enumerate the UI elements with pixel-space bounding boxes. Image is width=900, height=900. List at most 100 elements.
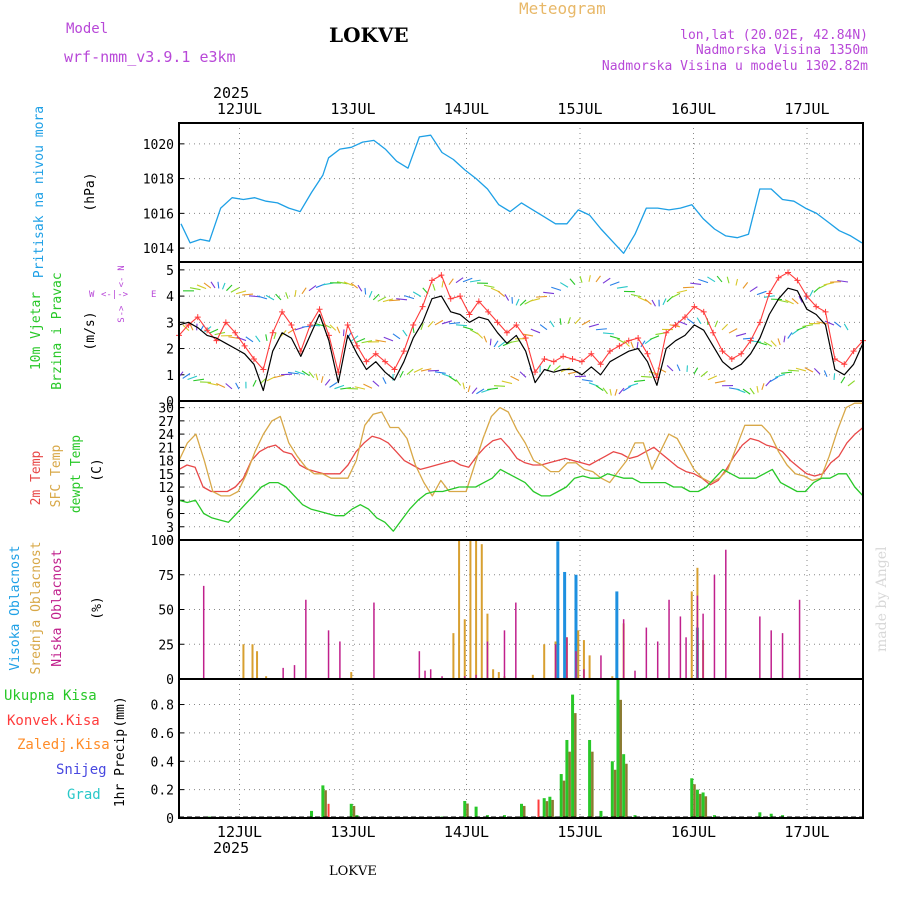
wind-direction-arrow <box>756 341 767 346</box>
precip-label: 1hr Precip <box>113 729 128 807</box>
wind-direction-arrow <box>595 275 601 283</box>
wind-direction-arrow <box>469 279 481 283</box>
bottom-date-label-4: 16JUL <box>671 823 716 841</box>
wind-direction-arrow <box>644 298 652 305</box>
wind-direction-arrow <box>522 333 534 337</box>
wind-direction-arrow <box>382 377 387 384</box>
wind-direction-arrow <box>467 385 471 393</box>
precip-total-bar <box>310 810 314 818</box>
wind-direction-arrow <box>749 286 758 293</box>
pressure-line <box>180 134 863 254</box>
wind-rose-w: W <box>89 290 95 300</box>
wind-direction-arrow <box>756 290 767 296</box>
wind-direction-arrow <box>392 333 401 340</box>
wind-direction-arrow <box>322 323 332 329</box>
wind-gust-marker <box>663 329 670 336</box>
wind-rose-legend: N <- W <-|-> E -> S <box>89 265 156 322</box>
wind-gust-marker <box>194 314 201 321</box>
temp-dewpt-label: dewpt Temp <box>69 435 84 513</box>
y-tick-label-3: 9 <box>166 494 174 509</box>
wind-direction-arrow <box>579 276 583 283</box>
wind-direction-arrow <box>714 380 726 384</box>
wind-gust-marker <box>494 319 501 326</box>
cloud-low-label: Niska Oblacnost <box>50 549 65 666</box>
cloud-high-bar <box>574 574 578 679</box>
wind-direction-arrow <box>364 287 367 295</box>
wind-gust-marker <box>269 329 276 336</box>
wind-gust-marker <box>344 321 351 328</box>
precip-overlay-bar <box>568 751 571 818</box>
wind-direction-arrow <box>788 369 800 372</box>
cloud-panel: 0 25 50 75 100 Visoka Oblacnost Srednja Obla… <box>8 534 864 688</box>
wind-direction-arrow <box>824 320 835 326</box>
wind-direction-arrow <box>355 338 366 343</box>
wind-direction-arrow <box>396 298 408 301</box>
cloud-mid-bar <box>531 674 534 679</box>
wind-direction-arrow <box>834 321 842 328</box>
wind-direction-arrow <box>637 296 647 302</box>
wind-direction-arrow <box>581 319 591 326</box>
wind-direction-arrow <box>784 299 794 305</box>
wind-direction-arrow <box>698 278 709 284</box>
bottom-year: 2025 <box>213 839 249 857</box>
wind-direction-arrow <box>623 340 630 347</box>
precip-legend-snow: Snijeg <box>56 762 107 778</box>
wind-direction-arrow <box>441 280 444 288</box>
precip-total-bar <box>548 796 552 818</box>
wind-gust-marker <box>550 358 557 365</box>
pressure-unit: (hPa) <box>83 172 98 211</box>
wind-direction-arrow <box>413 367 423 373</box>
wind-gust-marker <box>428 277 435 284</box>
bottom-date-label-3: 15JUL <box>557 823 602 841</box>
top-year: 2025 <box>213 84 249 102</box>
y-tick-label-7: 21 <box>158 441 174 456</box>
wind-direction-arrow <box>256 295 268 300</box>
wind-gust-marker <box>316 306 323 313</box>
wind-direction-arrow <box>775 373 786 378</box>
wind-direction-arrow <box>549 320 555 328</box>
precip-overlay-bar <box>613 769 617 818</box>
wind-direction-arrow <box>448 278 454 286</box>
y-tick-label-5: 5 <box>166 264 174 279</box>
precip-overlay-bar <box>562 780 566 818</box>
wind-direction-arrow <box>618 387 625 395</box>
wind-gust-marker <box>391 366 398 373</box>
y-tick-label-0: 0 <box>166 534 174 549</box>
wind-direction-arrow <box>539 324 548 331</box>
top-date-label-2: 14JUL <box>444 100 489 118</box>
wind-gust-marker <box>288 321 295 328</box>
wind-gust-marker <box>513 321 520 328</box>
wind-direction-arrow <box>217 281 220 289</box>
precip-overlay-bar <box>625 763 628 818</box>
cloud-mid-bar <box>480 544 483 679</box>
model-altitude-text: Nadmorska Visina u modelu 1302.82m <box>602 59 868 74</box>
wind-direction-arrow <box>487 387 499 391</box>
wind-gust-marker <box>681 314 688 321</box>
wind-gust-marker <box>541 356 548 363</box>
precip-total-bar <box>474 806 478 818</box>
wind-direction-arrow <box>235 290 247 295</box>
wind-gust-marker <box>222 319 229 326</box>
y-tick-label-2: 6 <box>166 508 174 523</box>
cloud-mid-bar <box>350 672 353 679</box>
precip-total-bar <box>616 679 620 818</box>
wind-direction-arrow <box>777 299 789 303</box>
wind-direction-arrow <box>208 328 219 334</box>
wind-label-line2: Brzina i Pravac <box>50 272 65 389</box>
precip-total-bar <box>559 774 563 818</box>
wind-direction-arrow <box>448 322 460 325</box>
wind-direction-arrow <box>802 324 814 328</box>
wind-gust-marker <box>204 327 211 334</box>
wind-direction-arrow <box>216 382 226 389</box>
top-date-labels: 12JUL 13JUL 14JUL 15JUL 16JUL 17JUL <box>217 100 830 118</box>
wind-direction-arrow <box>756 385 759 393</box>
wind-direction-arrow <box>795 367 807 372</box>
pressure-label: Pritisak na nivou mora <box>32 106 47 278</box>
wind-gust-marker <box>307 321 314 328</box>
wind-direction-arrow <box>372 380 380 387</box>
precip-total-bar <box>520 803 523 818</box>
wind-direction-arrow <box>640 340 646 348</box>
wind-gust-marker <box>241 342 248 349</box>
wind-speed-line <box>178 287 864 392</box>
wind-direction-arrow <box>204 326 212 333</box>
